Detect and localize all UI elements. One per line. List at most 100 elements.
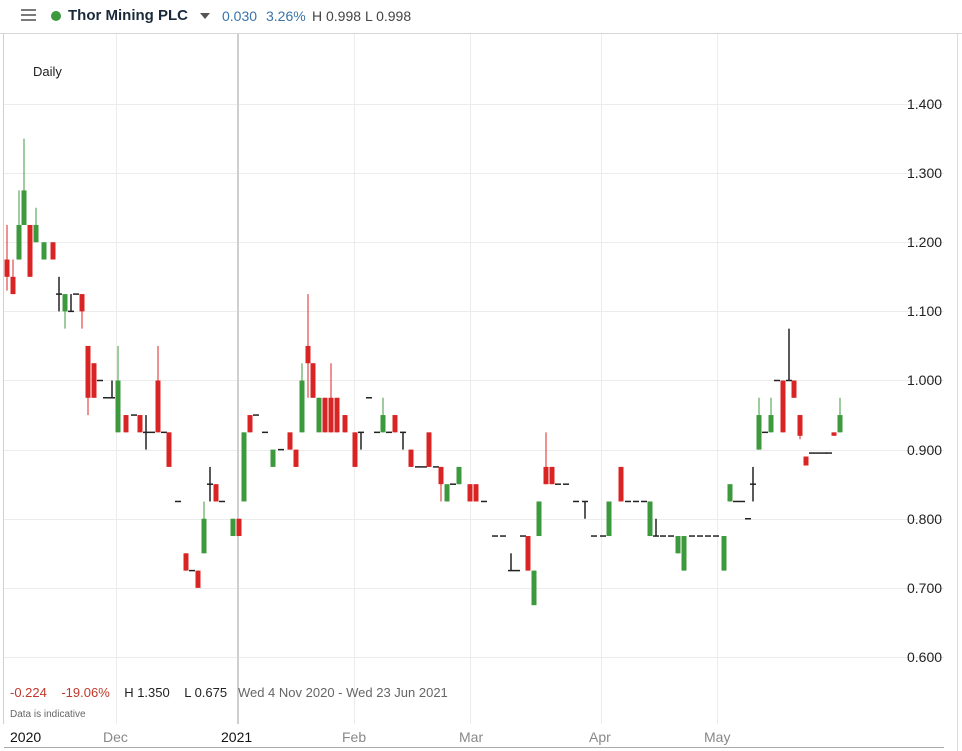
period-summary: -0.224 -19.06% H 1.350 L 0.675 Wed 4 Nov… <box>10 685 448 700</box>
candle[interactable] <box>803 456 809 466</box>
candle[interactable] <box>236 518 242 537</box>
date-range: Wed 4 Nov 2020 - Wed 23 Jun 2021 <box>237 685 448 700</box>
price-change-percent: 3.26% <box>266 8 306 24</box>
candle[interactable] <box>408 449 414 467</box>
candle[interactable] <box>137 415 143 433</box>
candle[interactable] <box>21 138 27 225</box>
gridline-vertical <box>470 34 471 724</box>
candle[interactable] <box>456 466 462 485</box>
candle[interactable] <box>352 432 358 467</box>
candle[interactable] <box>831 432 837 436</box>
y-tick-label: 1.300 <box>907 165 943 181</box>
candle[interactable] <box>115 345 121 433</box>
candle[interactable] <box>293 449 299 467</box>
candle[interactable] <box>606 501 612 537</box>
candle[interactable] <box>675 536 681 554</box>
candle[interactable] <box>27 224 33 277</box>
candle[interactable] <box>727 484 733 502</box>
instrument-header: Thor Mining PLC 0.030 3.26% H 0.998 L 0.… <box>0 0 962 34</box>
candle[interactable] <box>68 294 74 313</box>
candle[interactable] <box>438 466 444 502</box>
candle[interactable] <box>392 415 398 433</box>
candle[interactable] <box>213 484 219 502</box>
candle[interactable] <box>4 224 10 291</box>
candle[interactable] <box>681 536 687 571</box>
candle[interactable] <box>786 328 792 382</box>
candle[interactable] <box>123 415 129 433</box>
candle[interactable] <box>62 294 68 329</box>
candle[interactable] <box>653 518 659 537</box>
gridline-vertical <box>237 34 239 724</box>
gridline-horizontal <box>4 519 944 520</box>
candle[interactable] <box>531 570 537 606</box>
x-tick-label: Dec <box>103 729 128 745</box>
candle[interactable] <box>618 466 624 502</box>
candle[interactable] <box>155 345 161 433</box>
candle[interactable] <box>837 397 843 433</box>
candle[interactable] <box>85 345 91 416</box>
gridline-horizontal <box>4 173 944 174</box>
candle[interactable] <box>79 294 85 329</box>
day-high: H 0.998 <box>312 8 362 24</box>
candle[interactable] <box>549 466 555 485</box>
candle[interactable] <box>473 484 479 502</box>
candle[interactable] <box>109 380 115 399</box>
candle[interactable] <box>322 397 328 433</box>
candle[interactable] <box>41 242 47 260</box>
candle[interactable] <box>756 397 762 450</box>
candle[interactable] <box>56 276 62 312</box>
market-status-dot-icon <box>51 11 61 21</box>
hamburger-menu-icon[interactable] <box>21 9 36 22</box>
candle[interactable] <box>467 484 473 502</box>
candle[interactable] <box>525 536 531 571</box>
x-tick-label: Mar <box>459 729 484 745</box>
y-tick-label: 1.000 <box>907 372 943 388</box>
candle[interactable] <box>195 570 201 588</box>
candle[interactable] <box>543 432 549 485</box>
y-tick-label: 0.800 <box>907 511 943 527</box>
candle[interactable] <box>400 431 406 450</box>
candle[interactable] <box>768 397 774 433</box>
candle[interactable] <box>780 380 786 433</box>
candle[interactable] <box>380 397 386 433</box>
candle[interactable] <box>316 397 322 433</box>
candle[interactable] <box>342 415 348 433</box>
candle[interactable] <box>247 415 253 433</box>
candle[interactable] <box>582 500 588 519</box>
candle[interactable] <box>426 432 432 467</box>
candle[interactable] <box>444 484 450 502</box>
candle[interactable] <box>207 466 213 502</box>
chevron-down-icon[interactable] <box>200 13 210 19</box>
candle[interactable] <box>201 501 207 554</box>
candle[interactable] <box>536 501 542 537</box>
candle[interactable] <box>750 466 756 502</box>
candle[interactable] <box>91 363 97 398</box>
candle[interactable] <box>797 415 803 440</box>
candle[interactable] <box>50 242 56 260</box>
interval-label[interactable]: Daily <box>33 64 62 79</box>
candle[interactable] <box>183 553 189 571</box>
y-tick-label: 1.400 <box>907 96 943 112</box>
gridline-horizontal <box>4 450 944 451</box>
candle[interactable] <box>241 432 247 502</box>
candle[interactable] <box>270 449 276 467</box>
candle[interactable] <box>16 190 22 260</box>
candle[interactable] <box>328 363 334 433</box>
candle[interactable] <box>508 553 514 572</box>
candle[interactable] <box>10 259 16 295</box>
candle[interactable] <box>33 207 39 243</box>
candle[interactable] <box>299 363 305 433</box>
candle[interactable] <box>166 432 172 467</box>
instrument-name[interactable]: Thor Mining PLC <box>68 7 188 24</box>
candle[interactable] <box>721 536 727 571</box>
candle[interactable] <box>791 380 797 398</box>
candle[interactable] <box>143 415 149 450</box>
candle[interactable] <box>334 397 340 433</box>
candle[interactable] <box>287 432 293 450</box>
candle[interactable] <box>647 501 653 537</box>
candle[interactable] <box>230 518 236 537</box>
candle[interactable] <box>305 294 311 398</box>
candle[interactable] <box>310 363 316 398</box>
candle[interactable] <box>358 431 364 450</box>
